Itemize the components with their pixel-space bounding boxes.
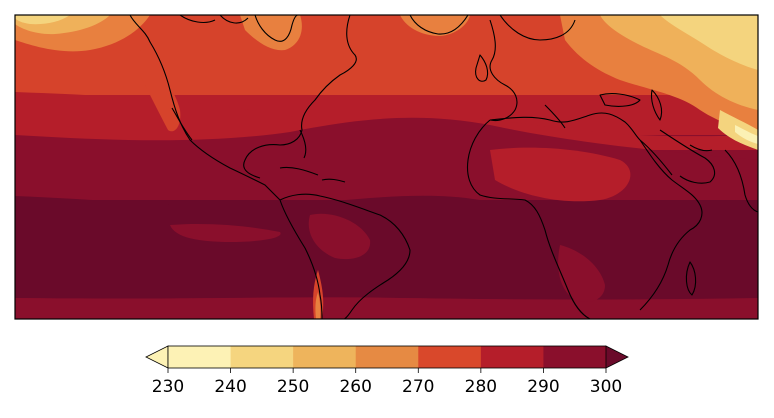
colorbar-segment bbox=[230, 346, 294, 368]
colorbar-tick-label: 280 bbox=[465, 377, 497, 397]
colorbar-frame bbox=[167, 345, 607, 369]
cold-patch-andes-core bbox=[315, 292, 321, 319]
warm-patch-south-africa bbox=[558, 245, 605, 302]
colorbar-tick-label: 240 bbox=[214, 377, 246, 397]
colorbar-segment bbox=[480, 346, 544, 368]
cold-patch-canada bbox=[240, 15, 302, 51]
coast-africa bbox=[466, 119, 703, 319]
coast-florida bbox=[299, 129, 307, 159]
coast-caspian bbox=[650, 89, 663, 121]
cold-patch-tibet-core bbox=[735, 125, 758, 144]
coast-north-america-west bbox=[129, 15, 281, 201]
colorbar-tick-label: 250 bbox=[277, 377, 309, 397]
colorbar: 230 240 250 260 270 280 290 300 bbox=[145, 345, 629, 397]
coast-hispaniola bbox=[321, 178, 346, 183]
cold-patch-rockies bbox=[140, 50, 181, 132]
contour-300-tropics bbox=[15, 195, 758, 300]
coast-madagascar bbox=[685, 261, 697, 296]
colorbar-tick-label: 260 bbox=[339, 377, 371, 397]
colorbar-segment bbox=[293, 346, 357, 368]
colorbar-tick-label: 230 bbox=[152, 377, 184, 397]
warm-patch-pacific bbox=[170, 223, 281, 242]
map-frame bbox=[14, 14, 759, 320]
warm-patch-brazil bbox=[308, 213, 371, 260]
colorbar-tick-label: 290 bbox=[527, 377, 559, 397]
coast-italy bbox=[544, 104, 566, 129]
coast-red-sea bbox=[639, 139, 673, 176]
coast-baja bbox=[171, 107, 193, 141]
coast-south-america bbox=[279, 193, 411, 319]
coast-india bbox=[724, 149, 758, 213]
temperature-map bbox=[15, 15, 758, 319]
coast-british-isles bbox=[475, 54, 489, 82]
coast-mediterranean bbox=[489, 112, 641, 141]
coast-europe bbox=[489, 15, 576, 122]
coast-arabia bbox=[659, 129, 716, 184]
coastlines bbox=[129, 15, 758, 319]
colorbar-segment bbox=[543, 346, 607, 368]
coast-hudson bbox=[254, 15, 299, 42]
colorbar-tick-label: 300 bbox=[590, 377, 622, 397]
colorbar-extend-low bbox=[145, 345, 169, 369]
coast-black-sea bbox=[599, 93, 641, 107]
cold-patch-siberia-3 bbox=[660, 15, 758, 70]
cold-patch-alaska-core bbox=[15, 15, 70, 25]
colorbar-tick-label: 270 bbox=[402, 377, 434, 397]
colorbar-segment bbox=[168, 346, 232, 368]
colorbar-segment bbox=[418, 346, 482, 368]
warm-patch-sahara bbox=[490, 147, 631, 202]
coast-north-america-east bbox=[243, 15, 357, 179]
coast-cuba bbox=[279, 166, 319, 176]
coast-arctic-archipelago bbox=[179, 15, 249, 24]
coast-greenland bbox=[409, 15, 469, 35]
colorbar-segment bbox=[355, 346, 419, 368]
coast-persian-gulf bbox=[689, 144, 713, 152]
colorbar-extend-high bbox=[605, 345, 629, 369]
contour-290-south bbox=[15, 297, 758, 319]
